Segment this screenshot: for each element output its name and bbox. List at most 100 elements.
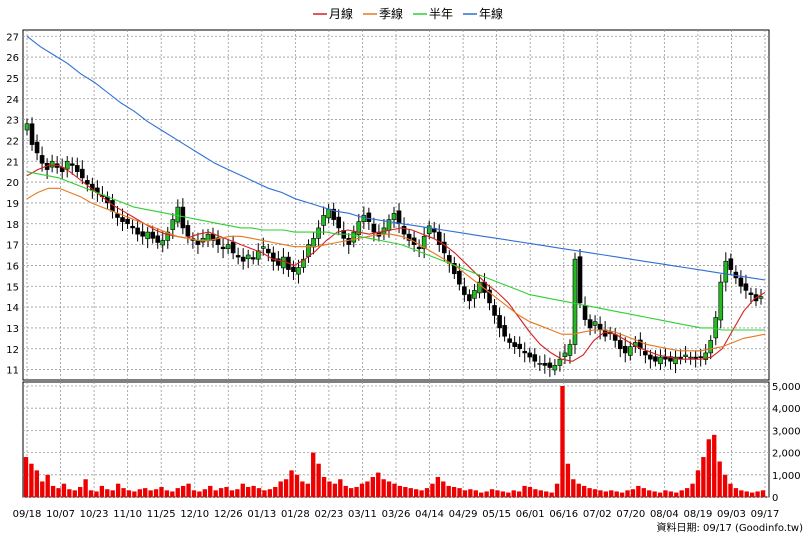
candle-body-110 bbox=[577, 256, 583, 304]
candle-body-49 bbox=[271, 252, 276, 262]
candle-body-101 bbox=[532, 354, 538, 362]
volume-bar-72 bbox=[413, 489, 419, 497]
price-tick-label-12: 23 bbox=[6, 116, 19, 127]
volume-bar-100 bbox=[565, 463, 571, 497]
volume-bar-115 bbox=[647, 490, 652, 497]
volume-bar-133 bbox=[744, 491, 749, 497]
candle-body-26 bbox=[155, 235, 161, 243]
candle-body-12 bbox=[85, 180, 90, 185]
candle-body-31 bbox=[180, 206, 186, 229]
price-panel: 11 12 13 14 15 16 17 18 19 20 21 22 23 24 25 26 27 bbox=[6, 29, 770, 381]
volume-bar-22 bbox=[143, 488, 148, 497]
x-tick-label-20: 08/19 bbox=[683, 509, 712, 520]
volume-bar-19 bbox=[126, 490, 132, 497]
volume-bar-23 bbox=[148, 490, 153, 497]
volume-bar-59 bbox=[343, 485, 348, 497]
volume-bar-131 bbox=[733, 488, 739, 497]
volume-bar-129 bbox=[722, 474, 728, 497]
candle-body-111 bbox=[582, 305, 588, 320]
x-tick-label-11: 03/26 bbox=[382, 509, 411, 520]
volume-bar-87 bbox=[495, 490, 500, 497]
candle-body-68 bbox=[366, 212, 372, 222]
volume-bar-0 bbox=[23, 457, 29, 497]
volume-bar-113 bbox=[636, 485, 641, 497]
volume-bar-125 bbox=[701, 457, 706, 497]
volume-bar-107 bbox=[603, 491, 609, 497]
volume-bar-38 bbox=[229, 490, 235, 497]
candle-body-119 bbox=[622, 345, 628, 354]
volume-bar-89 bbox=[506, 492, 511, 497]
candle-body-140 bbox=[728, 258, 734, 270]
volume-bar-85 bbox=[484, 491, 489, 497]
candle-body-135 bbox=[703, 352, 708, 360]
volume-bar-77 bbox=[441, 481, 446, 497]
candle-body-144 bbox=[748, 292, 754, 295]
volume-bar-6 bbox=[56, 488, 61, 497]
candle-body-10 bbox=[74, 165, 80, 172]
candle-body-132 bbox=[688, 356, 693, 359]
volume-bar-40 bbox=[240, 483, 245, 497]
volume-bar-130 bbox=[728, 483, 733, 497]
volume-tick-label-5: 5,000 bbox=[772, 382, 801, 393]
price-frame bbox=[22, 29, 770, 381]
volume-bar-118 bbox=[663, 490, 668, 497]
candle-body-29 bbox=[170, 219, 176, 230]
volume-bar-122 bbox=[684, 488, 690, 497]
candle-body-11 bbox=[80, 168, 85, 179]
candle-body-54 bbox=[296, 267, 301, 275]
candle-body-75 bbox=[401, 225, 407, 235]
candle-body-113 bbox=[592, 321, 598, 326]
volume-bar-112 bbox=[630, 489, 636, 497]
volume-bar-18 bbox=[121, 488, 126, 497]
volume-bar-91 bbox=[516, 491, 522, 497]
ma-line-1 bbox=[26, 187, 766, 352]
x-tick-label-13: 04/29 bbox=[449, 509, 478, 520]
volume-bar-4 bbox=[45, 474, 50, 497]
x-tick-label-18: 07/20 bbox=[616, 509, 645, 520]
volume-bar-128 bbox=[717, 461, 722, 497]
candle-body-89 bbox=[472, 290, 477, 299]
price-tick-label-7: 18 bbox=[6, 220, 19, 231]
volume-bar-103 bbox=[581, 485, 587, 497]
candle-body-87 bbox=[462, 286, 467, 295]
x-tick-label-16: 06/16 bbox=[549, 509, 578, 520]
volume-bar-105 bbox=[592, 489, 598, 497]
candle-body-126 bbox=[658, 356, 663, 365]
candle-body-109 bbox=[572, 258, 578, 345]
volume-bar-26 bbox=[164, 490, 170, 497]
candle-body-28 bbox=[165, 231, 171, 241]
candle-body-139 bbox=[723, 260, 729, 283]
candle-body-66 bbox=[356, 221, 362, 235]
candle-body-21 bbox=[130, 225, 135, 229]
volume-bar-119 bbox=[668, 491, 674, 497]
candle-body-64 bbox=[346, 238, 352, 245]
volume-bar-41 bbox=[246, 487, 251, 497]
volume-bar-9 bbox=[72, 490, 77, 497]
candle-body-32 bbox=[185, 225, 191, 237]
candle-body-123 bbox=[643, 350, 648, 356]
volume-bar-88 bbox=[500, 491, 506, 497]
volume-bar-76 bbox=[435, 477, 441, 497]
volume-bar-82 bbox=[468, 489, 473, 497]
candle-body-122 bbox=[638, 339, 643, 350]
candle-body-0 bbox=[24, 123, 30, 131]
volume-bar-46 bbox=[273, 487, 278, 497]
candle-body-18 bbox=[115, 213, 120, 218]
volume-bar-68 bbox=[392, 483, 397, 497]
volume-bar-63 bbox=[365, 481, 370, 497]
x-tick-label-19: 08/04 bbox=[650, 509, 679, 520]
volume-bar-30 bbox=[186, 483, 191, 497]
x-tick-label-6: 12/26 bbox=[214, 509, 243, 520]
source-note: 資料日期: 09/17 (Goodinfo.tw) bbox=[656, 521, 803, 534]
volume-bar-81 bbox=[462, 490, 468, 497]
price-tick-label-9: 20 bbox=[6, 178, 19, 189]
candle-body-124 bbox=[648, 354, 653, 360]
volume-bar-65 bbox=[376, 472, 381, 497]
volume-bar-54 bbox=[316, 463, 321, 497]
candle-body-104 bbox=[547, 362, 553, 368]
candle-body-59 bbox=[321, 215, 326, 226]
x-tick-label-2: 10/23 bbox=[80, 509, 109, 520]
candle-body-94 bbox=[497, 315, 502, 329]
candle-body-83 bbox=[441, 241, 447, 254]
